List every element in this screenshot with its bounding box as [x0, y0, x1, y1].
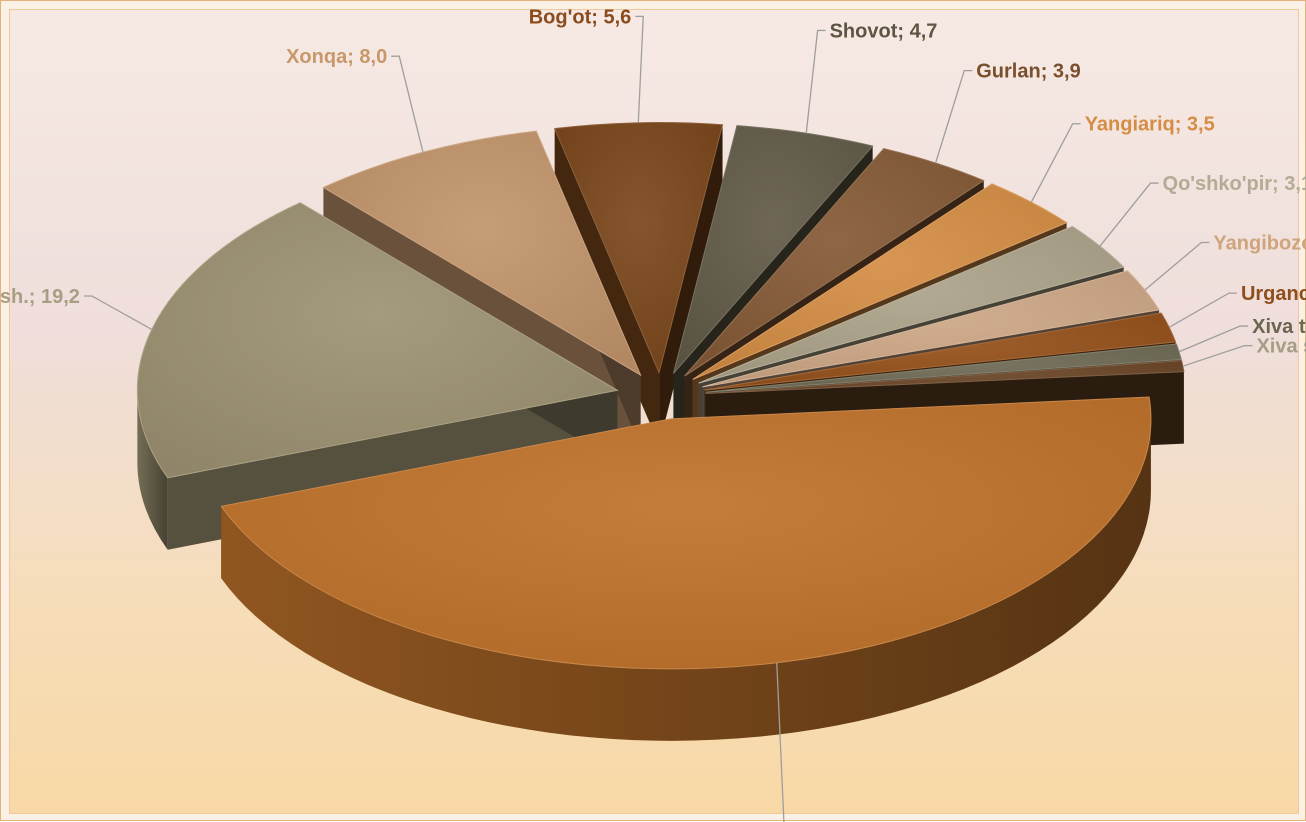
- data-label-yangibozor: Yangibozor; 2,7: [1213, 233, 1306, 255]
- leader-line-urganch-t: [1168, 292, 1237, 328]
- data-label-urganch-sh: Urganch sh.; 19,2: [1, 286, 80, 308]
- leader-line-urganch-sh: [83, 295, 153, 331]
- slice-side: [137, 390, 168, 550]
- leader-line-bog-ot: [635, 15, 644, 123]
- leader-line-gurlan: [935, 70, 973, 164]
- slice-top: [692, 183, 1068, 380]
- data-label-bog-ot: Bog'ot; 5,6: [529, 6, 632, 28]
- data-label-shovot: Shovot; 4,7: [830, 20, 938, 42]
- slice-top: [705, 343, 1182, 393]
- data-label-yangiariq: Yangiariq; 3,5: [1085, 114, 1215, 136]
- data-label-urganch-t: Urganch t.; 1,9: [1241, 283, 1306, 305]
- leader-line-xazorasp: [776, 662, 785, 822]
- data-label-xazorasp: Xazorasp; 45,7: [796, 819, 936, 822]
- data-label-gurlan: Gurlan; 3,9: [976, 61, 1080, 83]
- slice-side: [221, 418, 1151, 741]
- slice-top: [136, 202, 619, 479]
- slice-top: [684, 148, 985, 377]
- leader-line-shovot: [805, 29, 826, 134]
- data-label-xiva-t: Xiva t.; 1,0: [1252, 316, 1306, 338]
- leader-line-xonqa: [391, 55, 424, 153]
- leader-line-qo-shko-pir: [1099, 182, 1159, 247]
- leader-line-yangiariq: [1030, 123, 1081, 203]
- leader-line-xiva-sh: [1182, 345, 1253, 367]
- slice-wall: [659, 124, 723, 445]
- data-label-qo-shko-pir: Qo'shko'pir; 3,1: [1163, 173, 1306, 195]
- data-label-xiva-sh: Xiva sh.; 0,7: [1256, 336, 1306, 358]
- slice-top: [702, 270, 1160, 388]
- leader-line-yangibozor: [1144, 241, 1210, 291]
- data-label-xonqa: Xonqa; 8,0: [286, 46, 387, 68]
- pie-slice-xazorasp: [220, 396, 1152, 741]
- leader-line-xiva-t: [1178, 325, 1249, 353]
- slice-top: [553, 122, 724, 375]
